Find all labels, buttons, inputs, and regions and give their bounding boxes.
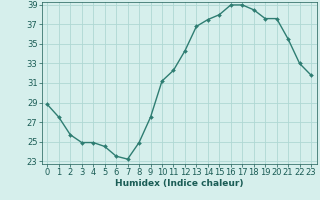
X-axis label: Humidex (Indice chaleur): Humidex (Indice chaleur) [115, 179, 244, 188]
